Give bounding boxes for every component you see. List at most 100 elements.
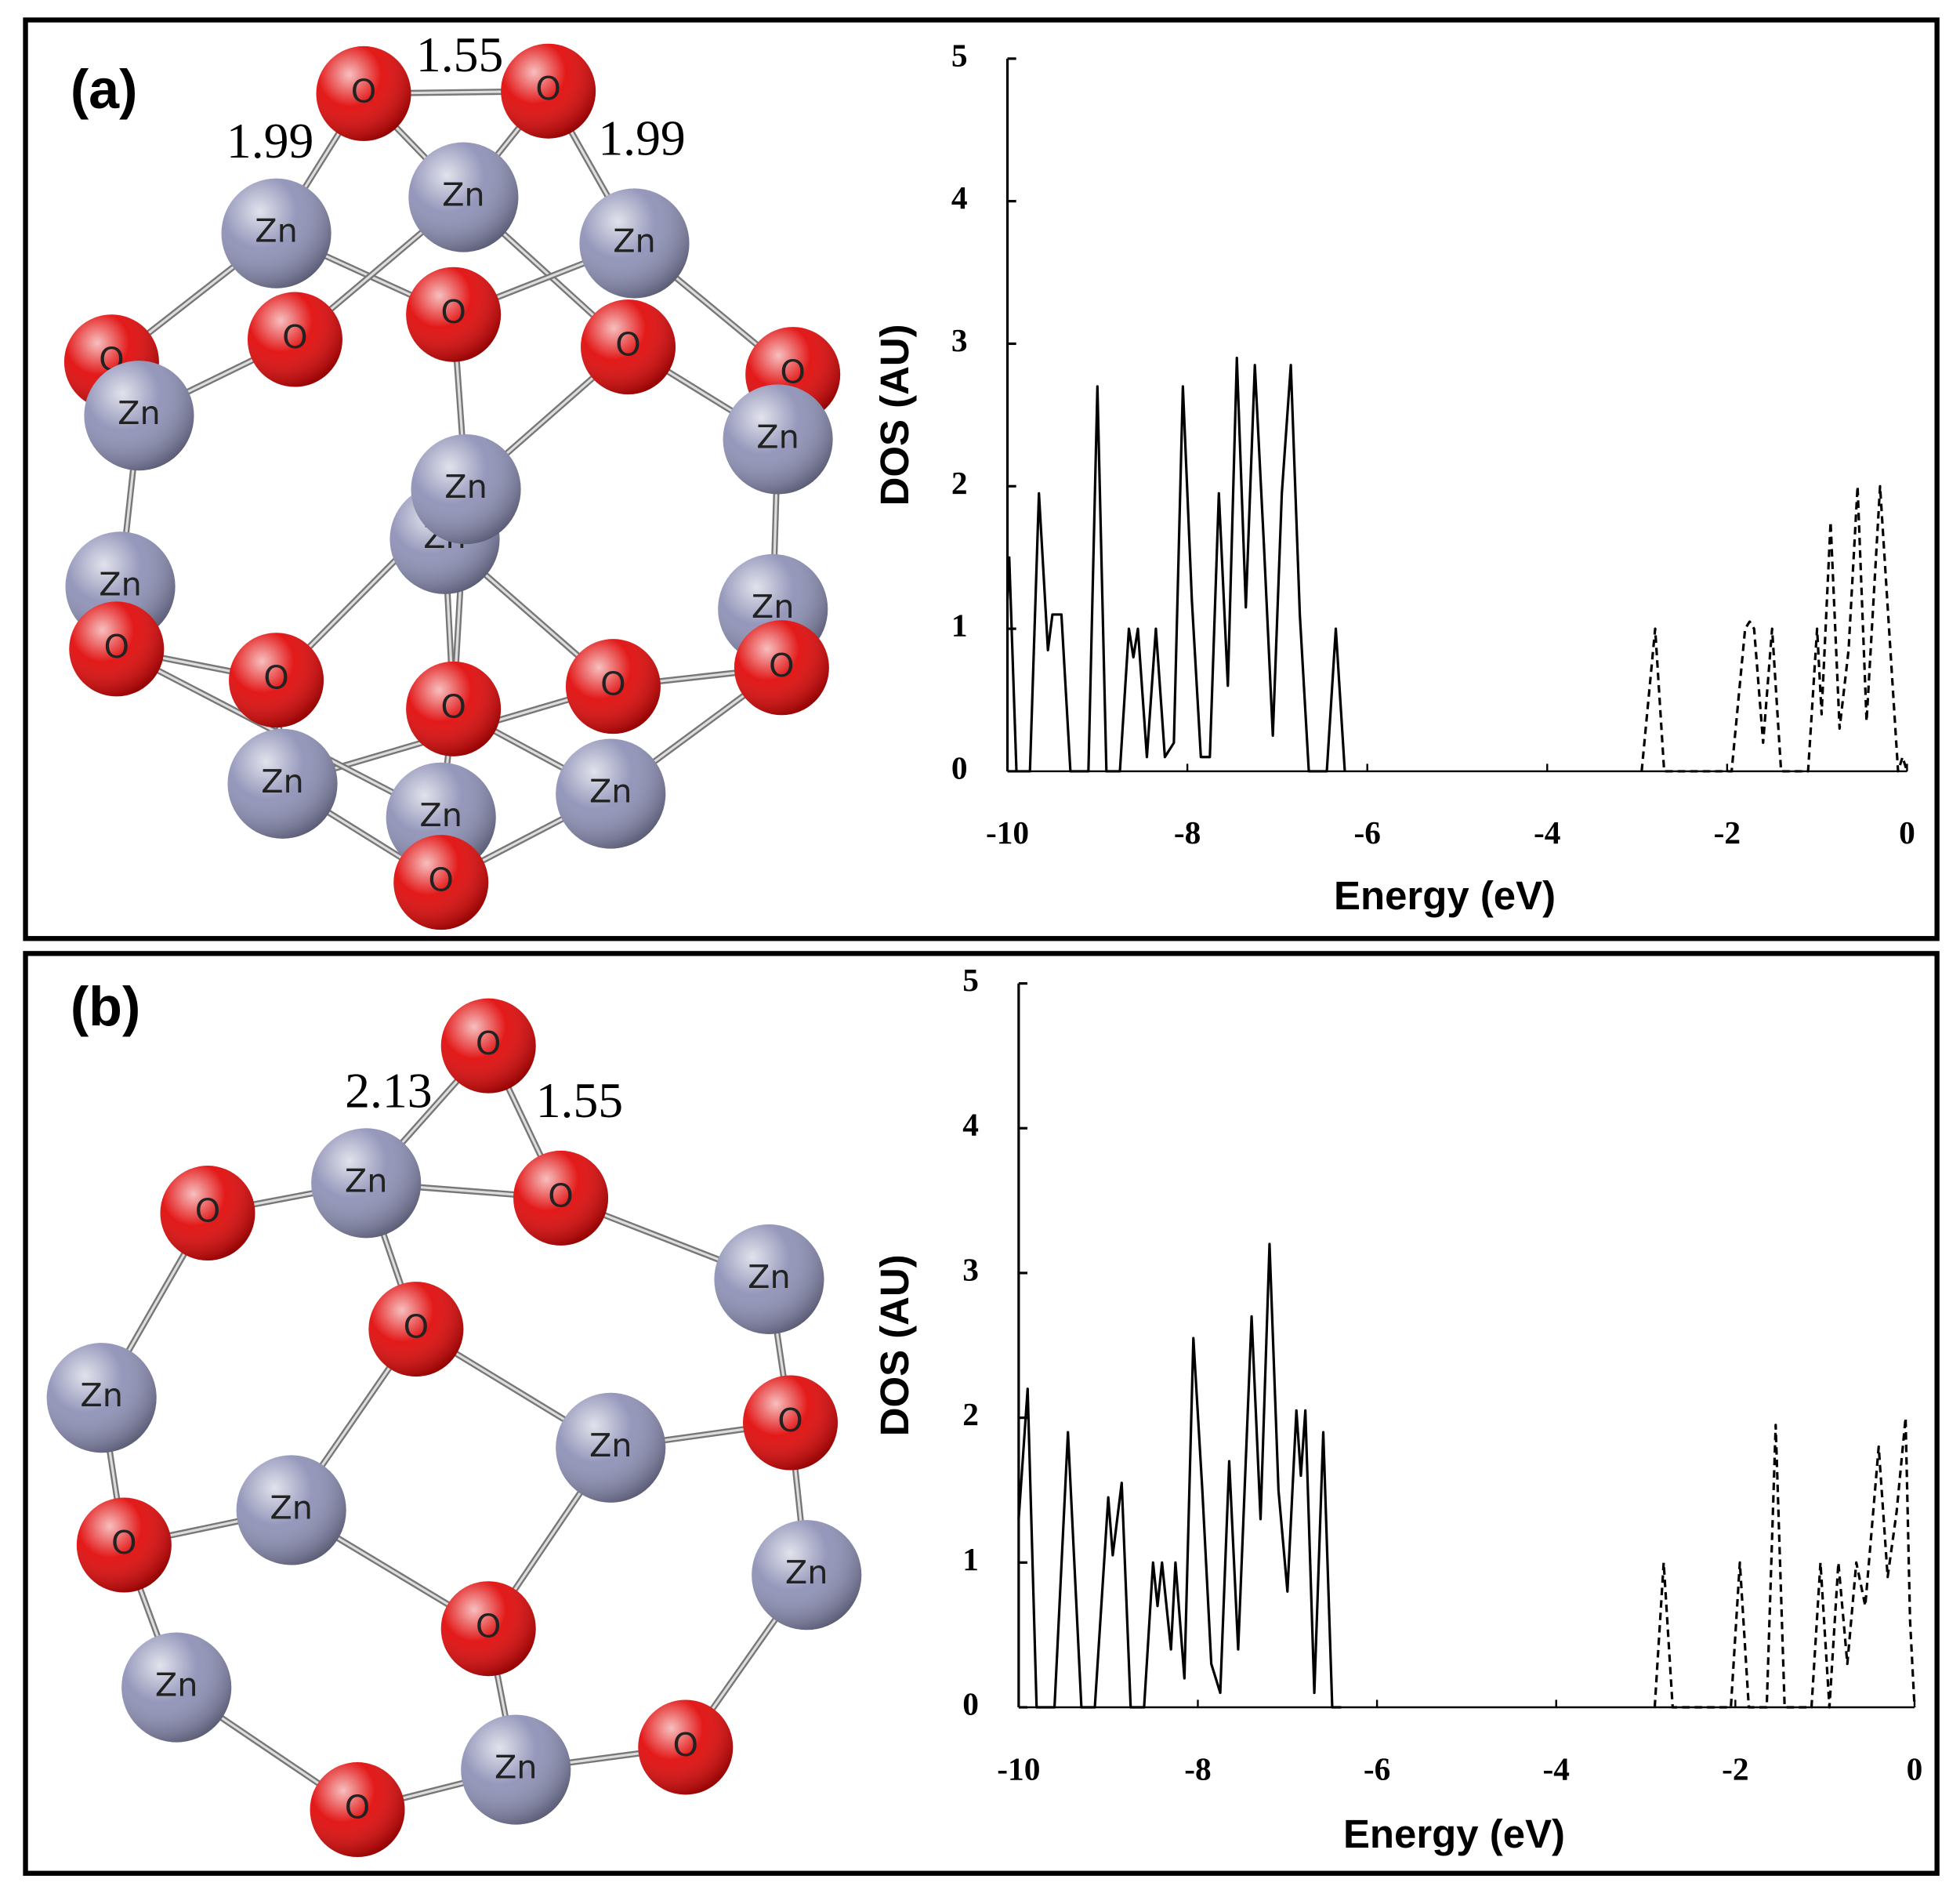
atom-label: Zn [756, 418, 799, 455]
bond-length: 1.99 [598, 111, 685, 166]
atom-label: O [111, 1524, 137, 1561]
atom-shading [311, 1128, 422, 1239]
atom-shading [76, 1497, 172, 1593]
dos-line [1653, 1416, 1916, 1709]
atom-shading [393, 835, 489, 930]
atom: Zn [556, 738, 666, 849]
y-axis-title: DOS (AU) [872, 324, 917, 506]
atom-label: O [282, 318, 308, 356]
panel-border [23, 951, 1940, 1876]
atom-shading [247, 292, 342, 387]
atom: O [581, 299, 676, 395]
atom-label: O [777, 1402, 803, 1439]
x-tick-label: -2 [1722, 1750, 1748, 1786]
atom-label: O [535, 70, 561, 107]
panel-label: (b) [71, 976, 140, 1037]
atom: Zn [752, 1520, 862, 1630]
atom-label: Zn [270, 1489, 313, 1526]
atom: O [160, 1166, 255, 1261]
atom: Zn [227, 728, 338, 839]
atom-label: Zn [118, 394, 161, 432]
y-tick-label: 2 [962, 1396, 979, 1432]
atom: O [501, 43, 596, 139]
atom-shading [411, 434, 521, 545]
atom-shading [579, 188, 690, 299]
atom-label: Zn [444, 468, 487, 506]
atom: Zn [121, 1632, 232, 1743]
atom-label: Zn [613, 222, 656, 259]
atom: O [69, 601, 165, 697]
atom-shading [743, 1375, 838, 1471]
x-tick-label: -2 [1714, 814, 1741, 851]
atom-label: Zn [785, 1554, 828, 1591]
atom-label: O [769, 647, 795, 684]
atom: O [638, 1699, 734, 1795]
atom-shading [556, 1392, 666, 1503]
atom-label: O [672, 1726, 698, 1764]
y-tick-label: 4 [951, 180, 968, 216]
atom: O [368, 1282, 464, 1377]
atom-shading [227, 728, 338, 839]
atom-shading [461, 1714, 571, 1825]
x-axis-title: Energy (eV) [1334, 873, 1556, 918]
atom-shading [501, 43, 596, 139]
atom-label: Zn [155, 1667, 198, 1704]
atom-shading [581, 299, 676, 395]
atom-label: Zn [495, 1749, 538, 1786]
atom: O [406, 267, 502, 362]
y-tick-label: 5 [962, 962, 979, 998]
atom-label: O [195, 1192, 221, 1230]
y-tick-label: 0 [951, 749, 968, 785]
atom: Zn [46, 1343, 157, 1453]
y-tick-label: 5 [951, 37, 968, 73]
atom-shading [46, 1343, 157, 1453]
dos-line [1005, 357, 1346, 773]
atom-shading [638, 1699, 734, 1795]
atom: Zn [461, 1714, 571, 1825]
dos-line [1640, 484, 1908, 773]
x-tick-label: -6 [1353, 814, 1380, 851]
atom-label: O [600, 666, 626, 703]
atom-label: Zn [255, 212, 298, 250]
atom: Zn [311, 1128, 422, 1239]
atom-shading [752, 1520, 862, 1630]
y-axis-title: DOS (AU) [872, 1254, 917, 1436]
x-tick-label: -8 [1174, 814, 1201, 851]
atom-shading [565, 639, 661, 734]
x-tick-label: -8 [1184, 1750, 1211, 1786]
molecule: O Zn O O Zn Zn Zn Zn Zn Zn O O O O O Zn O [46, 998, 862, 1858]
atom-label: O [476, 1608, 502, 1645]
atom-label: Zn [752, 588, 795, 626]
atom-label: O [428, 861, 454, 899]
atom-label: O [780, 354, 806, 391]
atom-label: O [345, 1789, 371, 1826]
atom: Zn [556, 1392, 666, 1503]
atom-shading [310, 1762, 405, 1858]
atom-label: Zn [345, 1162, 388, 1199]
y-tick-label: 1 [962, 1541, 979, 1577]
atom-label: O [103, 628, 129, 666]
x-axis-title: Energy (eV) [1343, 1812, 1565, 1856]
atom: O [513, 1150, 609, 1246]
atom: O [565, 639, 661, 734]
atom: O [440, 1581, 536, 1677]
atom-shading [406, 661, 502, 756]
molecule: OOZnZnZnZnOOZnZnOOOZnZnZnZnOOOOOZnZnO [63, 43, 841, 930]
atom: O [229, 633, 324, 728]
atom-shading [121, 1632, 232, 1743]
atom: O [734, 620, 829, 716]
y-tick-label: 3 [951, 322, 968, 358]
atom-label: Zn [99, 565, 142, 603]
atom-shading [160, 1166, 255, 1261]
y-tick-label: 0 [962, 1685, 979, 1721]
atom: O [76, 1497, 172, 1593]
y-tick-label: 1 [951, 608, 968, 644]
bond-length: 1.55 [536, 1072, 623, 1128]
atom-shading [69, 601, 165, 697]
atom-shading [513, 1150, 609, 1246]
atom: Zn [579, 188, 690, 299]
bond-length: 1.55 [416, 27, 503, 82]
atom-shading [408, 142, 519, 252]
atom: Zn [723, 384, 833, 495]
